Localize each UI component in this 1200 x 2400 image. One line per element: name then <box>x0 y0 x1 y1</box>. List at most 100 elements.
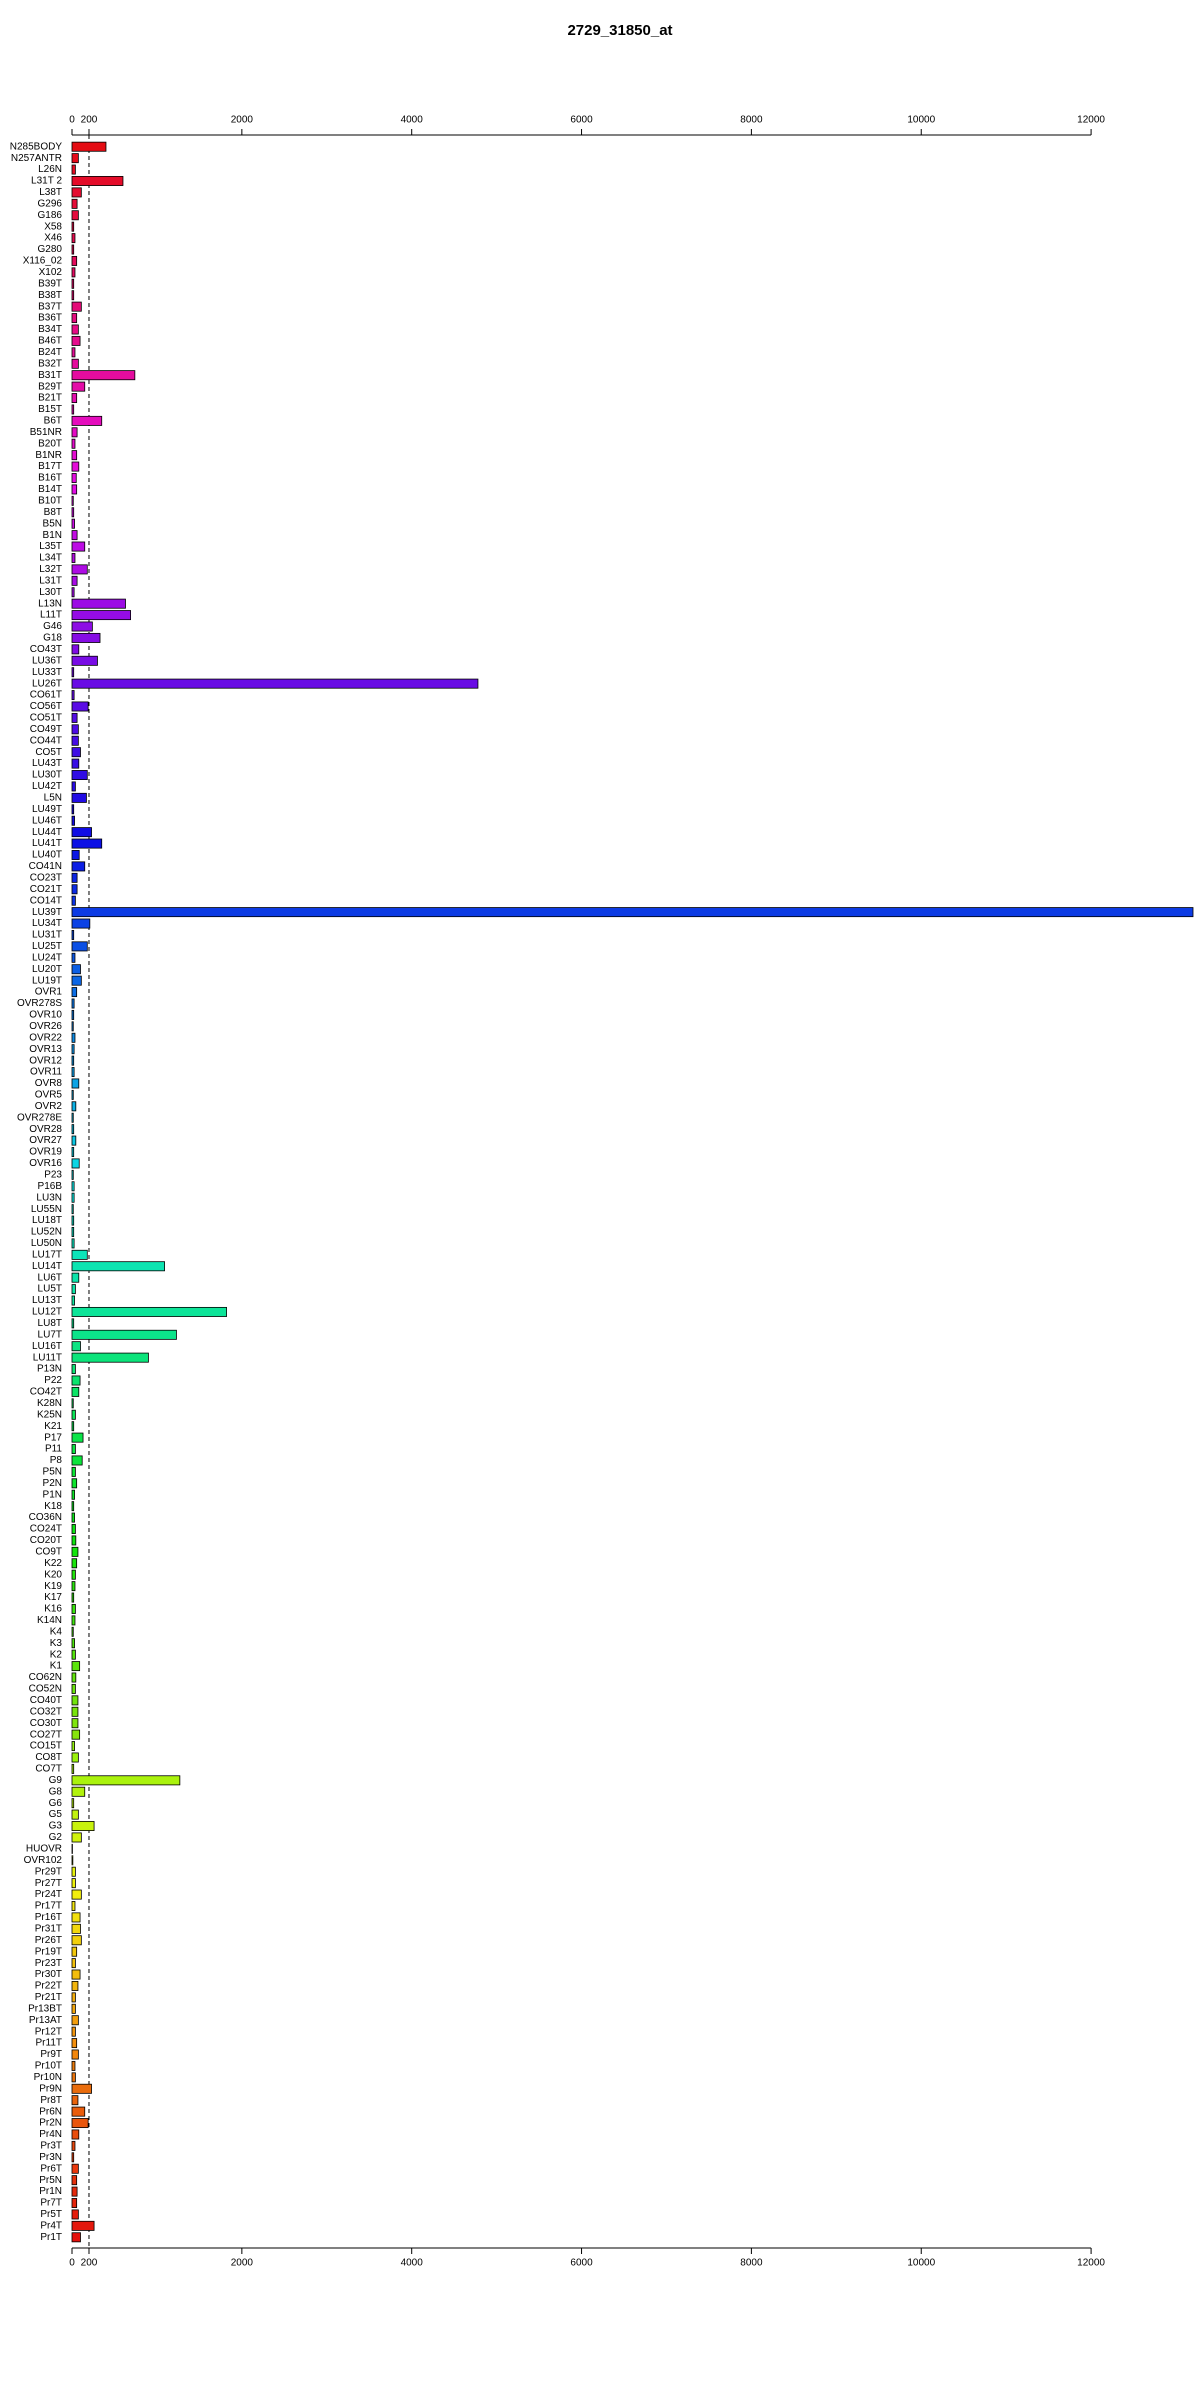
y-tick-label: LU12T <box>32 1307 62 1318</box>
y-tick-label: K21 <box>44 1421 62 1432</box>
bar <box>71 541 86 552</box>
y-tick-label: LU17T <box>32 1249 62 1260</box>
y-tick-label: B24T <box>38 347 62 358</box>
y-tick-label: CO8T <box>35 1752 62 1763</box>
bar <box>71 1089 74 1100</box>
y-tick-label: LU31T <box>32 930 62 941</box>
x-tick-label: 200 <box>81 115 98 126</box>
y-tick-label: CO32T <box>30 1706 62 1717</box>
y-tick-label: K3 <box>50 1638 63 1649</box>
bar <box>71 1158 80 1169</box>
y-tick-label: K17 <box>44 1592 62 1603</box>
y-tick-label: LU24T <box>32 952 62 963</box>
bar <box>71 1695 79 1706</box>
bar <box>71 1432 84 1443</box>
y-tick-label: Pr9N <box>39 2083 62 2094</box>
bar <box>71 2232 81 2243</box>
y-tick-label: Pr7T <box>40 2198 62 2209</box>
y-tick-label: G280 <box>38 244 63 255</box>
bar <box>71 1009 75 1020</box>
bar <box>71 1729 81 1740</box>
bar <box>71 153 79 164</box>
y-tick-label: LU34T <box>32 918 62 929</box>
bar <box>71 838 103 849</box>
y-tick-label: LU44T <box>32 827 62 838</box>
bar <box>71 1752 79 1763</box>
y-tick-label: LU40T <box>32 850 62 861</box>
y-tick-label: X116_02 <box>23 256 63 267</box>
y-tick-label: LU16T <box>32 1341 62 1352</box>
bar <box>71 1935 82 1946</box>
bar <box>71 404 75 415</box>
bar <box>71 461 80 472</box>
y-tick-label: K16 <box>44 1604 62 1615</box>
y-tick-label: Pr2N <box>39 2118 62 2129</box>
y-tick-label: CO51T <box>30 713 62 724</box>
bar <box>71 1444 76 1455</box>
y-tick-label: LU49T <box>32 804 62 815</box>
bar <box>71 1466 76 1477</box>
bar <box>71 1923 81 1934</box>
y-tick-label: B36T <box>38 313 62 324</box>
bar <box>71 210 79 221</box>
bar <box>71 1889 82 1900</box>
bar <box>71 1112 74 1123</box>
bar <box>71 1204 74 1215</box>
y-tick-label: OVR278S <box>17 998 62 1009</box>
bar <box>71 2140 76 2151</box>
bar <box>71 2163 79 2174</box>
bar <box>71 804 75 815</box>
bar <box>71 1364 76 1375</box>
bar <box>71 2220 95 2231</box>
y-tick-label: Pr17T <box>35 1901 62 1912</box>
bar <box>71 815 75 826</box>
y-tick-label: K4 <box>50 1626 63 1637</box>
y-tick-label: OVR2 <box>35 1101 63 1112</box>
y-tick-label: CO14T <box>30 895 62 906</box>
y-tick-label: OVR102 <box>24 1855 63 1866</box>
y-tick-label: K25N <box>37 1409 62 1420</box>
y-tick-label: OVR16 <box>29 1158 62 1169</box>
y-tick-label: Pr31T <box>35 1923 62 1934</box>
bar <box>71 1775 181 1786</box>
y-tick-label: X58 <box>44 221 62 232</box>
bar <box>71 1067 75 1078</box>
bar <box>71 1683 76 1694</box>
y-tick-label: LU33T <box>32 667 62 678</box>
bar <box>71 1238 75 1249</box>
bar <box>71 1032 76 1043</box>
bar <box>71 1489 75 1500</box>
bar <box>71 964 81 975</box>
bar <box>71 518 75 529</box>
bar <box>71 313 78 324</box>
y-tick-label: CO41N <box>29 861 62 872</box>
bar <box>71 587 75 598</box>
y-tick-label: N257ANTR <box>11 153 62 164</box>
y-tick-label: L5N <box>44 793 62 804</box>
y-tick-label: Pr16T <box>35 1912 62 1923</box>
bar <box>71 1101 77 1112</box>
bar <box>71 1021 74 1032</box>
y-tick-label: LU30T <box>32 770 62 781</box>
bar <box>71 1295 75 1306</box>
y-tick-label: B46T <box>38 336 62 347</box>
bar <box>71 758 80 769</box>
bar <box>71 1912 81 1923</box>
bar <box>71 667 75 678</box>
bar <box>71 1581 76 1592</box>
y-tick-label: Pr10N <box>34 2072 62 2083</box>
y-tick-label: G8 <box>49 1786 63 1797</box>
y-tick-label: Pr23T <box>35 1958 62 1969</box>
y-tick-label: OVR278E <box>17 1112 62 1123</box>
bar <box>71 792 87 803</box>
bar <box>71 2175 78 2186</box>
y-tick-label: LU18T <box>32 1215 62 1226</box>
y-tick-label: B1NR <box>35 450 62 461</box>
bar <box>71 895 76 906</box>
y-tick-label: Pr4T <box>40 2221 62 2232</box>
y-tick-label: LU11T <box>33 1352 62 1363</box>
y-tick-label: P5N <box>43 1467 62 1478</box>
bar <box>71 1306 227 1317</box>
y-tick-label: Pr1N <box>39 2186 62 2197</box>
